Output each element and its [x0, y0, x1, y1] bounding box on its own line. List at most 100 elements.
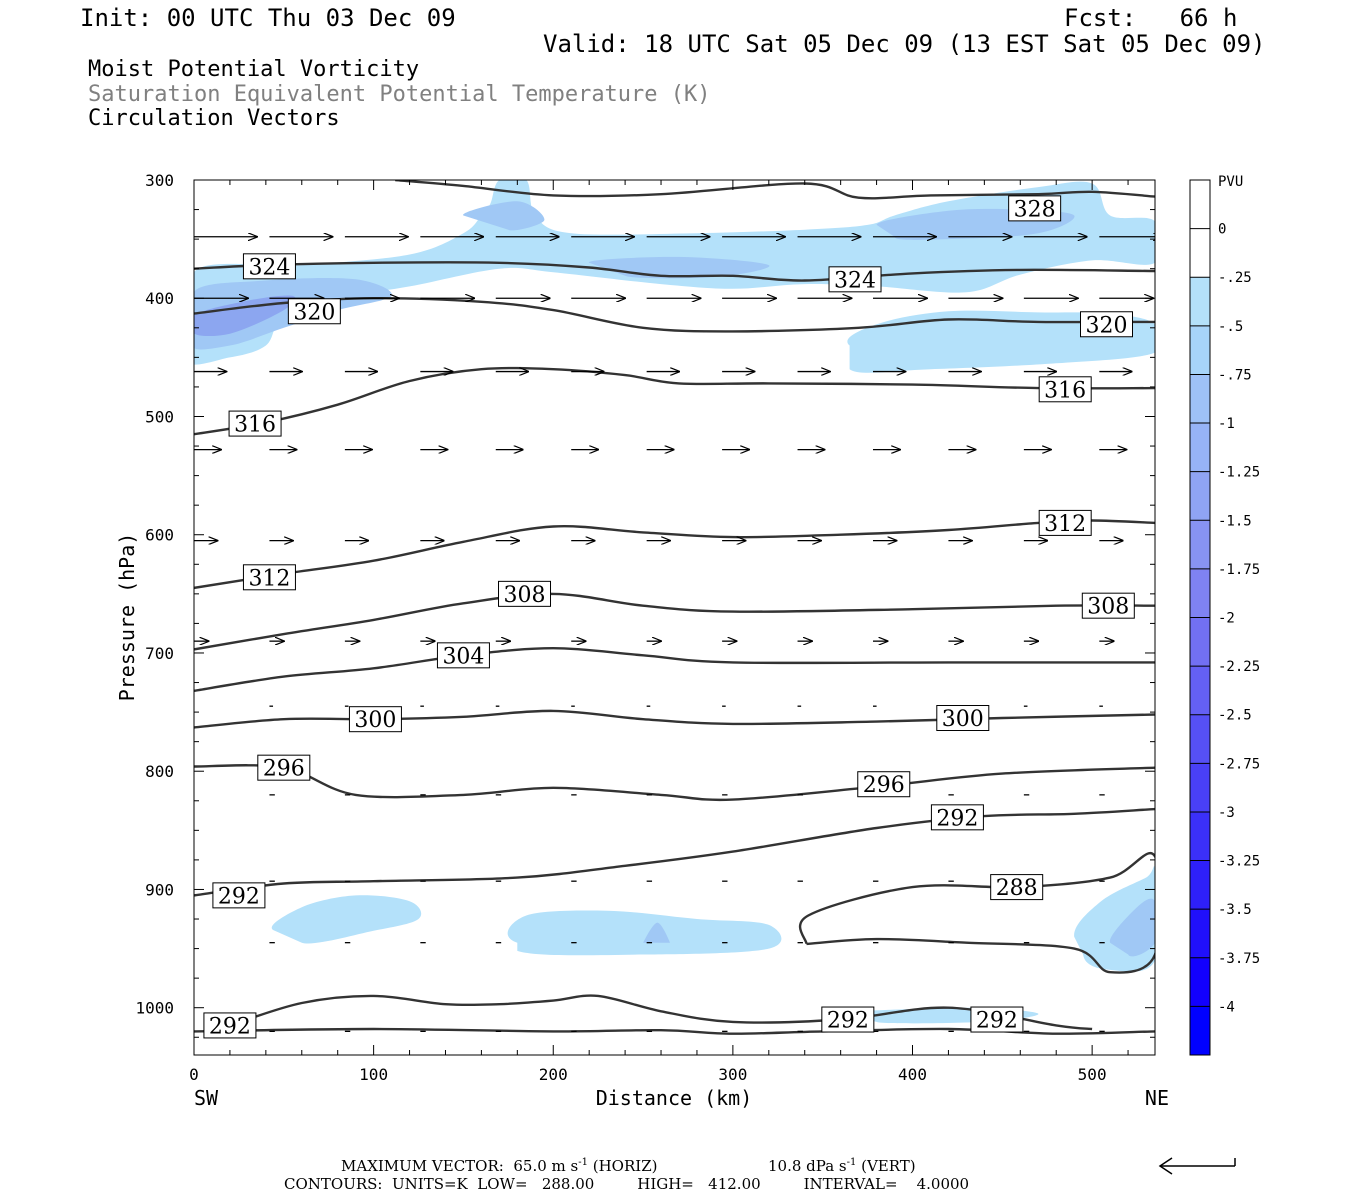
legend-swatch — [1190, 909, 1210, 959]
x-tick-label: 0 — [189, 1065, 199, 1084]
legend-label: -4 — [1218, 999, 1235, 1015]
legend-swatch — [1190, 471, 1210, 521]
theta-contour-line — [798, 852, 1155, 974]
theta-contour-line — [194, 646, 1155, 692]
legend-label: -.75 — [1218, 367, 1252, 383]
legend-swatch — [1190, 568, 1210, 618]
legend-swatch — [1190, 860, 1210, 910]
legend-swatch — [1190, 423, 1210, 473]
legend-swatch — [1190, 325, 1210, 375]
contour-label: 292 — [827, 1009, 869, 1034]
contour-label-box — [1081, 592, 1135, 619]
legend-swatch — [1190, 1006, 1210, 1056]
contour-label-box — [930, 804, 984, 831]
contour-label: 300 — [942, 707, 984, 732]
field-title-mpv: Moist Potential Vorticity — [88, 57, 420, 82]
legend-unit: PVU — [1218, 174, 1243, 190]
y-tick-label: 600 — [145, 526, 174, 545]
legend-label: -1.5 — [1218, 513, 1252, 529]
legend-label: -1 — [1218, 416, 1235, 432]
contour-label: 296 — [263, 757, 305, 782]
contour-label: 324 — [248, 255, 290, 280]
pv-region — [643, 922, 670, 943]
contour-label: 292 — [218, 884, 260, 909]
y-tick-label: 1000 — [135, 999, 174, 1018]
x-tick-label: 500 — [1078, 1065, 1107, 1084]
contour-label-box — [1038, 376, 1092, 403]
legend-label: -3.25 — [1218, 854, 1260, 870]
theta-contour-line — [194, 519, 1155, 590]
contour-label: 304 — [442, 644, 484, 669]
contour-label-box — [828, 266, 882, 293]
x-axis-label: Distance (km) — [596, 1086, 753, 1110]
contour-label-box — [990, 874, 1044, 901]
legend-label: -3 — [1218, 805, 1235, 821]
contour-label: 308 — [1087, 595, 1129, 620]
legend-swatch — [1190, 617, 1210, 667]
circulation-vectors — [194, 237, 1155, 1033]
contour-label-box — [242, 564, 296, 591]
contour-label: 324 — [834, 268, 876, 293]
legend-label: -2.75 — [1218, 756, 1260, 772]
contour-label: 308 — [504, 583, 546, 608]
x-tick-label: 100 — [359, 1065, 388, 1084]
theta-contour-line — [194, 261, 1155, 282]
contour-label: 328 — [1014, 197, 1056, 222]
legend-swatch — [1190, 957, 1210, 1007]
y-axis-label: Pressure (hPa) — [115, 533, 139, 702]
contour-label-box — [936, 705, 990, 732]
contour-label: 316 — [234, 413, 276, 438]
contour-label-box — [1008, 195, 1062, 222]
contour-label-box — [212, 882, 266, 909]
y-tick-label: 400 — [145, 289, 174, 308]
legend-label: -1.75 — [1218, 562, 1260, 578]
contour-label: 292 — [976, 1009, 1018, 1034]
legend-swatch — [1190, 180, 1210, 230]
y-tick-label: 500 — [145, 407, 174, 426]
legend-label: -.5 — [1218, 319, 1243, 335]
contour-label: 312 — [1044, 512, 1086, 537]
contour-label: 288 — [996, 876, 1038, 901]
legend-swatch — [1190, 277, 1210, 327]
legend-label: -3.75 — [1218, 951, 1260, 967]
theta-contours — [194, 180, 1155, 1035]
axes: 300 400 500 600 700 800 900 1000 0 100 200 300 400 50… — [135, 171, 1155, 1084]
field-title-theta: Saturation Equivalent Potential Temperat… — [88, 82, 711, 107]
x-tick-label: 400 — [898, 1065, 927, 1084]
legend-label: -2 — [1218, 611, 1235, 627]
contour-label: 320 — [293, 300, 335, 325]
contour-label: 300 — [354, 708, 396, 733]
reference-vector-icon — [1158, 1157, 1236, 1175]
theta-contour-line — [194, 366, 1155, 436]
x-left-label: SW — [194, 1086, 219, 1110]
pv-shading — [194, 180, 1155, 1024]
contour-label-box — [1080, 311, 1134, 338]
legend-swatch — [1190, 811, 1210, 862]
theta-contour-line — [229, 994, 1093, 1031]
contour-label: 316 — [1044, 378, 1086, 403]
legend-label: -2.5 — [1218, 708, 1252, 724]
max-vertical-label: 10.8 dPa s-1 (VERT) — [768, 1157, 916, 1175]
contour-label: 292 — [209, 1014, 251, 1039]
y-tick-label: 900 — [145, 880, 174, 899]
valid-time: Valid: 18 UTC Sat 05 Dec 09 (13 EST Sat … — [543, 30, 1266, 58]
pv-region — [1110, 898, 1155, 957]
contour-label-box — [970, 1006, 1024, 1033]
plot-frame — [193, 179, 1156, 1056]
legend-swatch — [1190, 763, 1210, 813]
pv-region — [463, 201, 545, 231]
contour-label-box — [203, 1012, 257, 1039]
legend-label: -.25 — [1218, 270, 1252, 286]
legend-swatch — [1190, 228, 1210, 278]
legend-label: 0 — [1218, 222, 1226, 238]
contour-label-box — [287, 298, 341, 325]
y-tick-label: 300 — [145, 171, 174, 190]
contour-label-box — [821, 1006, 875, 1033]
contour-label-box — [228, 410, 282, 437]
legend-swatch — [1190, 666, 1210, 716]
x-tick-label: 300 — [718, 1065, 747, 1084]
max-vector-label: MAXIMUM VECTOR: 65.0 m s-1 (HORIZ) — [341, 1157, 658, 1175]
theta-contour-line — [194, 764, 1155, 802]
theta-contour-line — [395, 180, 1155, 200]
